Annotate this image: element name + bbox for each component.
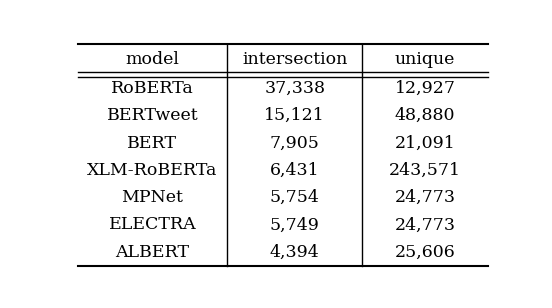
Text: 48,880: 48,880 xyxy=(395,107,455,124)
Text: 12,927: 12,927 xyxy=(395,80,455,97)
Text: XLM-RoBERTa: XLM-RoBERTa xyxy=(87,162,217,179)
Text: model: model xyxy=(125,51,179,68)
Text: 15,121: 15,121 xyxy=(264,107,325,124)
Text: unique: unique xyxy=(395,51,455,68)
Text: 243,571: 243,571 xyxy=(389,162,461,179)
Text: 37,338: 37,338 xyxy=(264,80,325,97)
Text: 5,754: 5,754 xyxy=(270,189,320,206)
Text: intersection: intersection xyxy=(242,51,347,68)
Text: BERT: BERT xyxy=(128,135,177,152)
Text: 25,606: 25,606 xyxy=(395,244,455,261)
Text: 6,431: 6,431 xyxy=(270,162,320,179)
Text: ELECTRA: ELECTRA xyxy=(109,217,196,233)
Text: 5,749: 5,749 xyxy=(270,217,320,233)
Text: MPNet: MPNet xyxy=(121,189,183,206)
Text: BERTweet: BERTweet xyxy=(107,107,198,124)
Text: ALBERT: ALBERT xyxy=(115,244,189,261)
Text: 21,091: 21,091 xyxy=(395,135,455,152)
Text: 24,773: 24,773 xyxy=(395,217,455,233)
Text: RoBERTa: RoBERTa xyxy=(111,80,194,97)
Text: 4,394: 4,394 xyxy=(270,244,320,261)
Text: 7,905: 7,905 xyxy=(270,135,320,152)
Text: 24,773: 24,773 xyxy=(395,189,455,206)
